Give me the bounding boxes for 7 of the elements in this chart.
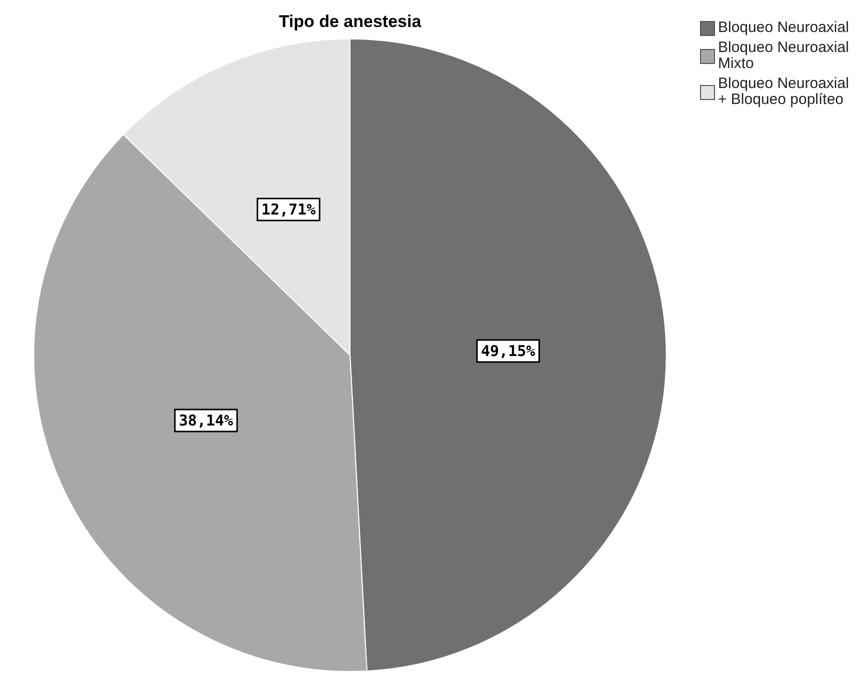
data-label: 38,14% [178, 411, 234, 430]
data-label: 12,71% [261, 200, 316, 218]
data-label: 49,15% [481, 342, 536, 360]
legend-label: Bloqueo Neuroaxial [718, 19, 849, 36]
legend-label: Bloqueo Neuroaxial + Bloqueo poplíteo [718, 75, 850, 108]
legend-label: Bloqueo Neuroaxial Mixto [718, 39, 850, 72]
chart-title: Tipo de anestesia [278, 12, 422, 31]
